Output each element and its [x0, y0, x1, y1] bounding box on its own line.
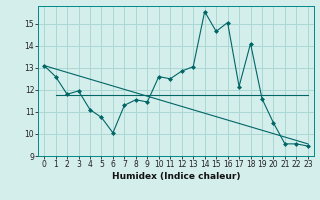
X-axis label: Humidex (Indice chaleur): Humidex (Indice chaleur) — [112, 172, 240, 181]
